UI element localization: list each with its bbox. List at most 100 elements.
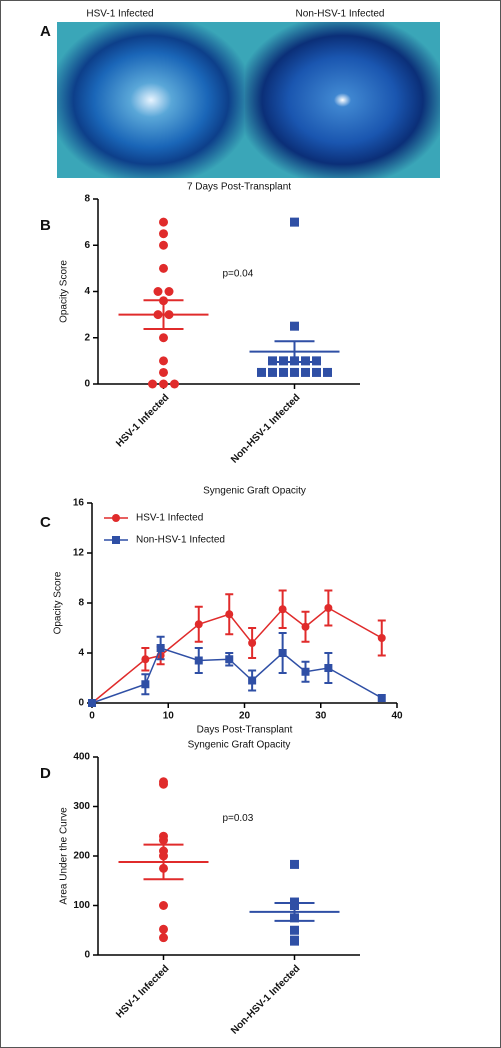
x-tick-label: HSV-1 Infected [114, 392, 171, 449]
y-tick-label: 200 [73, 851, 90, 862]
y-tick-label: 4 [84, 286, 90, 297]
data-point [194, 620, 203, 629]
image-label: Non-HSV-1 Infected [296, 9, 385, 20]
data-point [257, 367, 266, 377]
chart-title: Syngenic Graft Opacity [203, 486, 306, 497]
data-point [323, 367, 332, 377]
y-axis-label: Area Under the Curve [59, 807, 70, 905]
x-tick-label: 0 [89, 711, 95, 722]
data-point [278, 649, 287, 657]
data-point [159, 924, 168, 934]
data-point [159, 217, 168, 227]
data-point [159, 379, 168, 389]
data-point [159, 240, 168, 250]
data-point [324, 604, 333, 612]
panel-letter: C [40, 514, 51, 531]
data-point [279, 356, 288, 366]
y-tick-label: 16 [73, 498, 85, 509]
series-line [91, 647, 383, 704]
annotation: p=0.04 [222, 269, 253, 280]
data-point [159, 933, 168, 943]
data-point [88, 699, 96, 707]
panel-letter: D [40, 765, 51, 782]
data-point [159, 263, 168, 273]
y-tick-label: 100 [73, 900, 90, 911]
data-point [159, 356, 168, 366]
y-axis-label: Opacity Score [53, 571, 64, 634]
y-tick-label: 6 [84, 240, 90, 251]
data-point [248, 639, 257, 647]
data-point [268, 367, 277, 377]
y-tick-label: 0 [84, 950, 90, 961]
eye-photo [245, 22, 440, 178]
data-point [377, 694, 386, 702]
y-tick-label: 12 [73, 548, 85, 559]
chart-title: 7 Days Post-Transplant [187, 182, 291, 193]
data-point [278, 605, 287, 614]
data-point [279, 367, 288, 377]
data-point [268, 356, 277, 366]
data-point [301, 367, 310, 377]
data-point [156, 644, 165, 652]
y-tick-label: 8 [84, 194, 90, 205]
eye-photo [57, 22, 245, 178]
y-tick-label: 8 [78, 598, 84, 609]
data-point [248, 676, 257, 685]
data-point [312, 356, 321, 366]
annotation: p=0.03 [222, 813, 253, 824]
panel-letter: A [40, 23, 51, 40]
data-point [290, 321, 299, 331]
y-tick-label: 300 [73, 801, 90, 812]
data-point [377, 634, 386, 642]
legend-label: Non-HSV-1 Infected [136, 535, 225, 546]
y-tick-label: 4 [78, 648, 84, 659]
legend-marker [112, 536, 120, 544]
data-point [194, 656, 203, 665]
data-point [312, 367, 321, 377]
data-point [141, 680, 150, 689]
panel-letter: B [40, 217, 51, 234]
x-tick-label: 40 [391, 711, 403, 722]
data-point [159, 901, 168, 910]
data-point [148, 379, 157, 389]
x-tick-label: 10 [163, 711, 175, 722]
x-tick-label: 30 [315, 711, 327, 722]
data-point [301, 667, 310, 676]
data-point [290, 217, 299, 227]
y-tick-label: 0 [78, 698, 84, 709]
data-point [141, 655, 150, 664]
data-point [159, 835, 168, 845]
data-point [159, 229, 168, 239]
data-point [290, 925, 299, 935]
y-tick-label: 2 [84, 332, 90, 343]
data-point [290, 367, 299, 377]
data-point [290, 859, 299, 869]
series-line [91, 607, 383, 704]
data-point [159, 333, 168, 343]
y-axis-label: Opacity Score [59, 260, 70, 323]
data-point [159, 779, 168, 789]
y-tick-label: 0 [84, 379, 90, 390]
data-point [324, 664, 333, 672]
data-point [170, 379, 179, 389]
data-point [290, 936, 299, 946]
x-tick-label: 20 [239, 711, 251, 722]
x-tick-label: Non-HSV-1 Infected [229, 392, 302, 465]
data-point [301, 622, 310, 631]
data-point [225, 610, 234, 619]
legend-marker [112, 514, 120, 522]
x-tick-label: HSV-1 Infected [114, 963, 171, 1020]
legend-label: HSV-1 Infected [136, 513, 203, 524]
data-point [159, 367, 168, 377]
data-point [153, 287, 163, 296]
chart-title: Syngenic Graft Opacity [188, 740, 291, 751]
x-axis-label: Days Post-Transplant [197, 725, 293, 736]
data-point [225, 655, 234, 664]
data-point [301, 356, 310, 366]
image-label: HSV-1 Infected [86, 9, 153, 20]
x-tick-label: Non-HSV-1 Infected [229, 963, 302, 1036]
y-tick-label: 400 [73, 752, 90, 763]
data-point [164, 287, 174, 296]
